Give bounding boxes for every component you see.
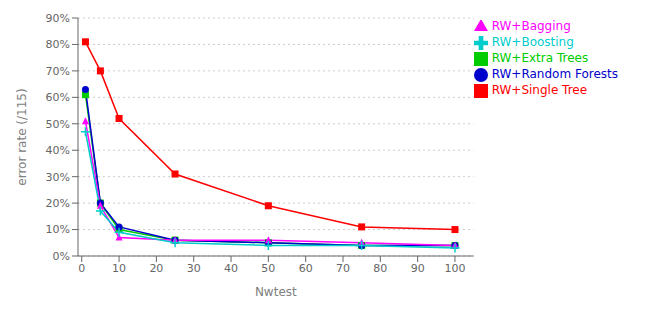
svg-text:error rate (/115): error rate (/115) [15,88,29,185]
html-text:RW+Extra Trees: RW+Extra Trees [491,51,589,65]
svg-text:Nwtest: Nwtest [255,285,297,299]
svg-text:60: 60 [299,262,313,275]
svg-text:100: 100 [444,262,465,275]
svg-text:30%: 30% [46,171,70,184]
svg-text:70: 70 [336,262,350,275]
svg-text:40%: 40% [46,144,70,157]
svg-text:50: 50 [261,262,275,275]
svg-text:10: 10 [112,262,126,275]
html-text:RW+Boosting: RW+Boosting [491,35,574,49]
svg-text:0%: 0% [53,250,70,263]
svg-text:60%: 60% [46,91,70,104]
svg-text:90%: 90% [46,12,70,25]
svg-text:10%: 10% [46,223,70,236]
svg-text:0: 0 [78,262,85,275]
svg-text:20: 20 [149,262,163,275]
svg-text:80%: 80% [46,38,70,51]
svg-text:40: 40 [224,262,238,275]
svg-text:90: 90 [411,262,425,275]
svg-text:30: 30 [187,262,201,275]
svg-text:80: 80 [373,262,387,275]
svg-text:50%: 50% [46,118,70,131]
html-text:RW+Bagging: RW+Bagging [491,19,571,33]
svg-text:20%: 20% [46,197,70,210]
html-text:RW+Single Tree: RW+Single Tree [491,83,588,97]
html-text:RW+Random Forests: RW+Random Forests [491,67,618,81]
svg-text:70%: 70% [46,65,70,78]
